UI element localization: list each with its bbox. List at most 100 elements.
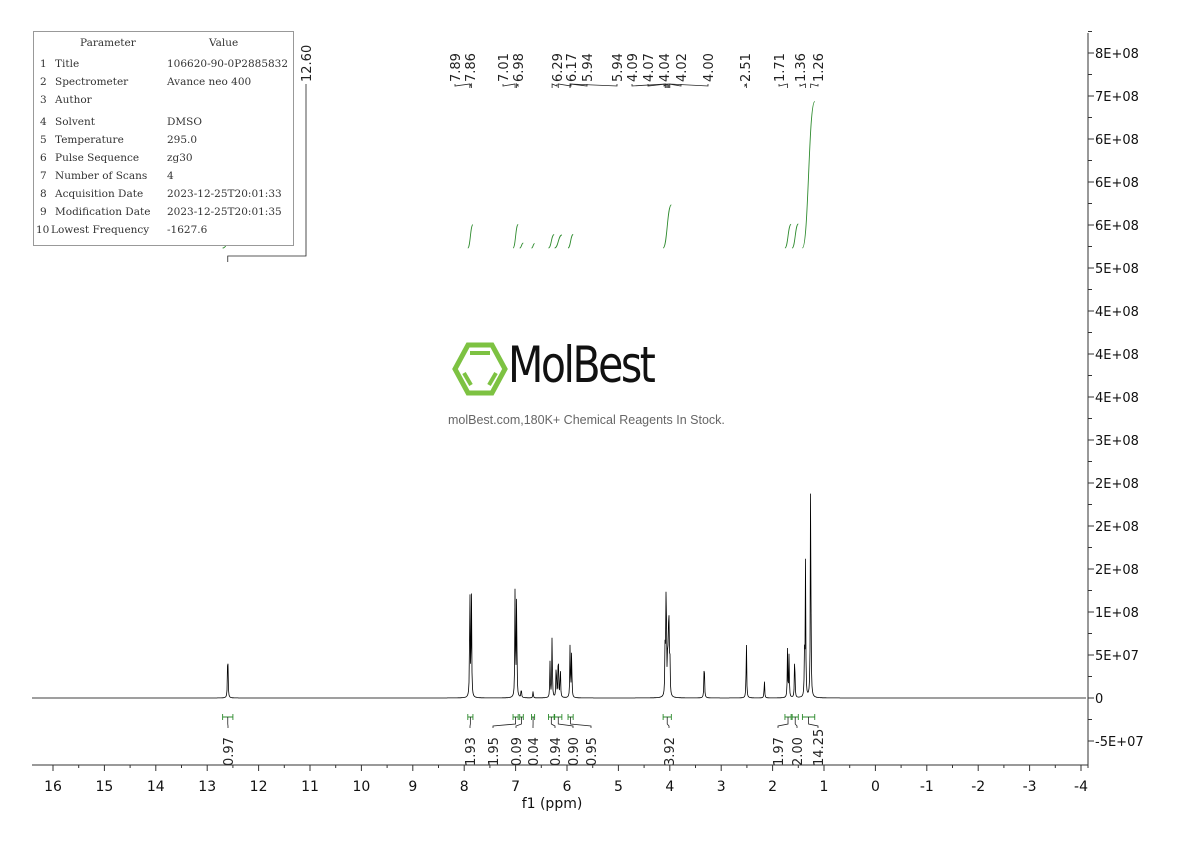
peak-leader-line — [744, 82, 747, 88]
peak-label: 4.02 — [668, 53, 690, 88]
peak-label-text: 6.98 — [512, 53, 527, 82]
peak-leader-line — [502, 83, 516, 88]
parameter-name: Author — [55, 94, 92, 106]
parameter-value: 295.0 — [167, 134, 198, 146]
x-tick-label: -2 — [971, 779, 985, 795]
row-number: 5 — [40, 134, 47, 146]
x-tick-label: 6 — [563, 779, 572, 795]
integral-curve — [784, 223, 792, 249]
parameter-row: 5 Temperature 295.0 — [34, 134, 293, 150]
peak-label-text: 6.17 — [565, 53, 580, 82]
watermark-tagline: molBest.com,180K+ Chemical Reagents In S… — [448, 413, 725, 427]
integral-value: 0.09 — [510, 737, 525, 766]
peak-label: 6.98 — [512, 53, 527, 88]
peak-label-text: 7.01 — [497, 53, 512, 82]
integral-curve — [548, 234, 555, 249]
peak-label-text: 12.60 — [300, 45, 315, 82]
peak-label-text: 1.36 — [794, 53, 809, 82]
peak-label-text: 5.94 — [581, 53, 596, 82]
x-tick-label: 16 — [44, 779, 62, 795]
integral-marks: 0.97 1.93 1.95 0.09 0.04 0.94 0.90 0.95 3.92 1.97… — [222, 714, 827, 766]
parameter-row: 6 Pulse Sequence zg30 — [34, 152, 293, 168]
y-tick-label: -5E+07 — [1095, 735, 1144, 750]
integral-curve — [467, 224, 474, 249]
integral-leader — [777, 717, 789, 728]
peak-label-text: 5.94 — [611, 53, 626, 82]
parameter-row: 1 Title 106620-90-0P2885832 — [34, 58, 293, 74]
peak-leader-line — [454, 83, 471, 88]
integral-value: 1.97 — [772, 737, 787, 766]
integral-curve — [531, 243, 535, 249]
integral-value: 0.04 — [527, 737, 542, 766]
row-number: 9 — [40, 206, 47, 218]
parameter-value: 2023-12-25T20:01:33 — [167, 188, 282, 200]
integral-leader — [666, 717, 670, 728]
peak-label: 6.29 — [551, 53, 566, 88]
peak-label-text: 1.26 — [812, 53, 827, 82]
integral-value: 3.92 — [663, 737, 678, 766]
parameter-name: Temperature — [55, 134, 124, 146]
parameter-row: 10 Lowest Frequency -1627.6 — [34, 224, 293, 240]
integral-curves — [222, 101, 816, 249]
parameter-row: 2 Spectrometer Avance neo 400 — [34, 76, 293, 92]
parameter-name: Lowest Frequency — [51, 224, 150, 236]
integral-value: 0.94 — [549, 737, 564, 766]
peak-leader-line — [669, 83, 709, 88]
peak-leader-line — [647, 83, 667, 88]
row-number: 7 — [40, 170, 47, 182]
y-tick-label: 0 — [1095, 692, 1103, 707]
y-tick-label: 8E+08 — [1095, 47, 1139, 62]
parameter-table: Parameter Value 1 Title 106620-90-0P288583… — [33, 31, 294, 246]
row-number: 3 — [40, 94, 47, 106]
x-tick-label: 3 — [717, 779, 726, 795]
molbest-logo-icon — [452, 342, 508, 396]
integral-curve — [801, 101, 816, 249]
integral-value: 0.95 — [585, 737, 600, 766]
integral-value: 0.97 — [222, 737, 237, 766]
y-axis: 8E+08 7E+08 6E+08 6E+08 6E+08 5E+08 4E+08 4E+08… — [1087, 31, 1144, 768]
header-parameter: Parameter — [80, 37, 136, 49]
parameter-value: 4 — [167, 170, 174, 182]
parameter-value: zg30 — [167, 152, 193, 164]
y-tick-label: 4E+08 — [1095, 391, 1139, 406]
peak-label: 7.86 — [464, 53, 479, 88]
parameter-name: Pulse Sequence — [55, 152, 140, 164]
y-tick-label: 1E+08 — [1095, 606, 1139, 621]
integral-leader — [550, 717, 556, 728]
x-tick-label: -4 — [1074, 779, 1088, 795]
x-tick-label: 13 — [198, 779, 216, 795]
parameter-name: Modification Date — [55, 206, 151, 218]
parameter-table-header: Parameter Value — [34, 37, 293, 53]
parameter-name: Solvent — [55, 116, 96, 128]
integral-leader — [557, 717, 574, 728]
x-axis: 16 15 14 13 12 11 10 9 8 7 6 5 4 3 2 1 0 -1 -2 -3 -4 — [32, 764, 1088, 795]
integral-curve — [791, 223, 799, 249]
x-tick-label: 12 — [250, 779, 268, 795]
parameter-value: 106620-90-0P2885832 — [167, 58, 289, 70]
integral-value: 1.93 — [464, 737, 479, 766]
peak-labels: 12.60 7.89 7.86 7.01 6.98 6.29 6.17 5.94 5.94 4.0… — [227, 45, 827, 262]
peak-leader-line — [227, 84, 307, 262]
parameter-value: DMSO — [167, 116, 202, 128]
peak-label-text: 7.86 — [464, 53, 479, 82]
peak-label: 1.26 — [810, 53, 827, 88]
peak-leader-line — [663, 83, 669, 88]
integral-leader — [492, 717, 516, 728]
peak-leader-line — [469, 82, 472, 88]
y-tick-label: 3E+08 — [1095, 434, 1139, 449]
peak-label: 5.94 — [569, 53, 626, 88]
y-tick-label: 6E+08 — [1095, 133, 1139, 148]
peak-label-text: 4.02 — [675, 53, 690, 82]
integral-curve — [554, 234, 563, 249]
y-tick-label: 6E+08 — [1095, 219, 1139, 234]
peak-leader-line — [557, 83, 572, 88]
peak-label-text: 4.04 — [658, 53, 673, 82]
y-tick-label: 2E+08 — [1095, 520, 1139, 535]
integral-curve — [567, 234, 574, 249]
integral-leader — [808, 717, 819, 728]
x-tick-label: 5 — [614, 779, 623, 795]
x-tick-label: 0 — [871, 779, 880, 795]
parameter-row: 7 Number of Scans 4 — [34, 170, 293, 186]
parameter-value: Avance neo 400 — [167, 76, 252, 88]
row-number: 8 — [40, 188, 47, 200]
